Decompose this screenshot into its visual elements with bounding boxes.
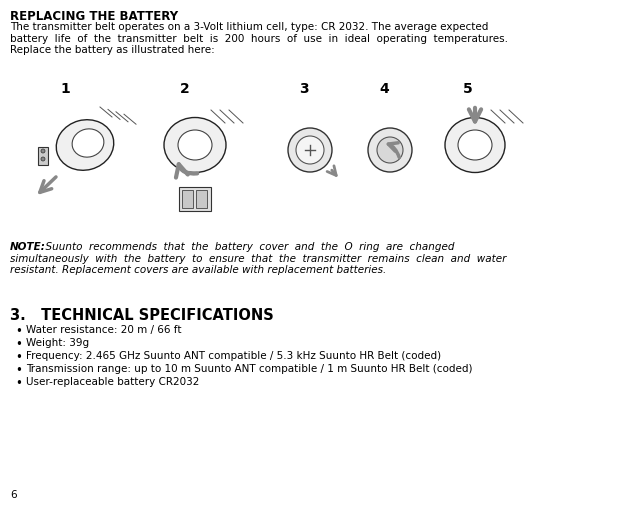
Text: REPLACING THE BATTERY: REPLACING THE BATTERY xyxy=(10,10,178,23)
Text: •: • xyxy=(15,351,22,364)
Circle shape xyxy=(41,157,45,161)
Circle shape xyxy=(377,137,403,163)
Circle shape xyxy=(41,149,45,153)
Ellipse shape xyxy=(458,130,492,160)
Text: 4: 4 xyxy=(379,82,389,96)
Text: •: • xyxy=(15,364,22,377)
Text: 1: 1 xyxy=(60,82,69,96)
FancyBboxPatch shape xyxy=(182,190,193,208)
Text: The transmitter belt operates on a 3-Volt lithium cell, type: CR 2032. The avera: The transmitter belt operates on a 3-Vol… xyxy=(10,22,488,32)
Text: Replace the battery as illustrated here:: Replace the battery as illustrated here: xyxy=(10,45,215,55)
Text: 3.   TECHNICAL SPECIFICATIONS: 3. TECHNICAL SPECIFICATIONS xyxy=(10,308,274,323)
Text: resistant. Replacement covers are available with replacement batteries.: resistant. Replacement covers are availa… xyxy=(10,265,386,275)
Text: •: • xyxy=(15,377,22,390)
Text: •: • xyxy=(15,338,22,351)
Ellipse shape xyxy=(164,118,226,173)
Circle shape xyxy=(368,128,412,172)
Text: •: • xyxy=(15,325,22,338)
Text: Suunto  recommends  that  the  battery  cover  and  the  O  ring  are  changed: Suunto recommends that the battery cover… xyxy=(39,242,454,252)
Text: 3: 3 xyxy=(299,82,309,96)
Text: NOTE:: NOTE: xyxy=(10,242,46,252)
Ellipse shape xyxy=(72,129,104,157)
Ellipse shape xyxy=(445,118,505,173)
Ellipse shape xyxy=(178,130,212,160)
Text: User-replaceable battery CR2032: User-replaceable battery CR2032 xyxy=(26,377,199,387)
Text: Water resistance: 20 m / 66 ft: Water resistance: 20 m / 66 ft xyxy=(26,325,182,335)
Text: battery  life  of  the  transmitter  belt  is  200  hours  of  use  in  ideal  o: battery life of the transmitter belt is … xyxy=(10,34,508,43)
Text: 5: 5 xyxy=(463,82,473,96)
Text: Frequency: 2.465 GHz Suunto ANT compatible / 5.3 kHz Suunto HR Belt (coded): Frequency: 2.465 GHz Suunto ANT compatib… xyxy=(26,351,441,361)
Circle shape xyxy=(296,136,324,164)
Text: 2: 2 xyxy=(180,82,190,96)
Ellipse shape xyxy=(56,120,114,170)
FancyBboxPatch shape xyxy=(38,147,48,165)
Circle shape xyxy=(288,128,332,172)
Text: Weight: 39g: Weight: 39g xyxy=(26,338,89,348)
FancyBboxPatch shape xyxy=(179,187,211,211)
FancyBboxPatch shape xyxy=(196,190,207,208)
Text: Transmission range: up to 10 m Suunto ANT compatible / 1 m Suunto HR Belt (coded: Transmission range: up to 10 m Suunto AN… xyxy=(26,364,473,374)
Text: simultaneously  with  the  battery  to  ensure  that  the  transmitter  remains : simultaneously with the battery to ensur… xyxy=(10,253,506,264)
Text: 6: 6 xyxy=(10,490,17,500)
